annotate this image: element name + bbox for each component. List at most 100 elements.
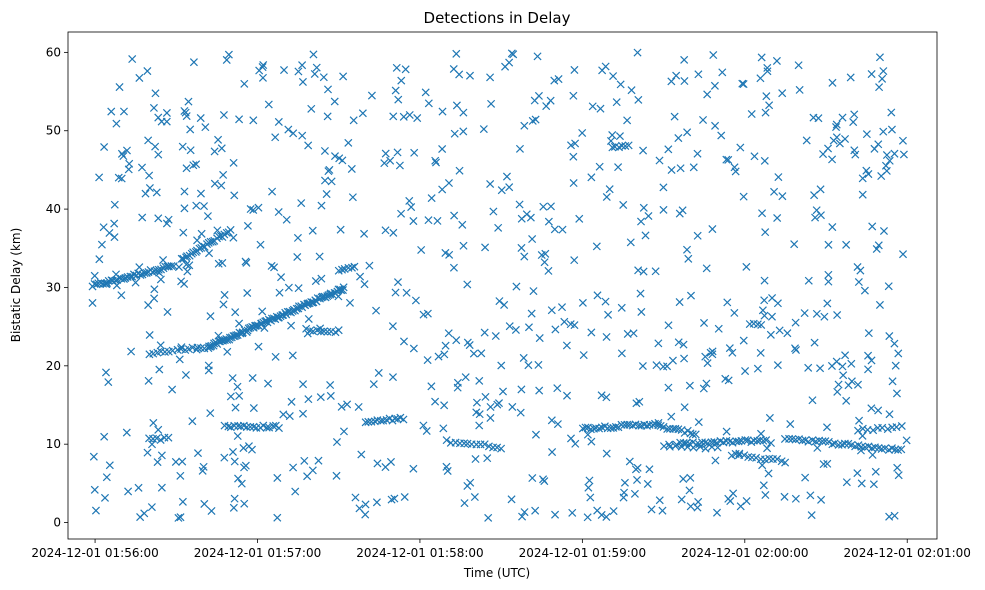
data-point [665,440,674,449]
data-point [327,177,336,186]
data-point [273,513,282,522]
data-point [405,196,414,205]
data-point [858,174,867,183]
data-point [463,280,472,289]
data-point [452,336,461,345]
data-point [347,164,356,173]
data-point [717,131,726,140]
data-point [330,97,339,106]
data-point [753,364,762,373]
data-point [833,387,842,396]
data-point [801,473,810,482]
data-point [519,353,528,362]
data-point [214,331,223,340]
data-point [486,402,495,412]
data-point [151,142,160,151]
data-point [822,423,832,432]
data-point [894,471,903,480]
data-point [135,263,144,272]
data-point [224,50,233,59]
data-point [685,381,694,390]
data-point [91,506,100,515]
data-point [228,447,237,456]
data-point [701,438,710,447]
data-point [471,455,480,464]
data-point [279,66,289,75]
data-point [270,263,279,272]
data-point [711,456,720,465]
data-point [639,146,648,155]
data-point [249,422,258,431]
data-point [150,267,159,276]
data-point [469,349,478,358]
data-point [483,454,492,463]
data-point [587,328,596,337]
data-point [791,494,800,503]
data-point [465,71,475,80]
data-point [808,396,817,405]
data-point [766,439,776,448]
data-point [626,238,635,247]
data-point [481,243,490,252]
data-point [791,318,800,327]
data-point [121,274,130,283]
data-point [631,465,640,474]
data-point [755,436,764,445]
data-point [730,163,739,172]
data-point [795,85,804,94]
data-point [308,466,317,475]
data-point [271,352,280,361]
data-point [651,267,660,276]
data-point [243,221,252,230]
data-point [588,102,597,111]
data-point [230,191,239,200]
y-axis: 0 10 20 30 40 50 60 [46,45,68,530]
data-point [867,70,876,79]
data-point [551,325,560,334]
data-point [566,320,575,329]
data-point [297,199,306,208]
data-point [778,192,787,201]
data-point [709,50,718,60]
data-point [773,455,782,464]
data-point [804,363,813,372]
data-point [124,165,133,174]
data-point [160,347,169,356]
data-point [231,403,240,412]
data-point [298,131,307,140]
data-point [740,451,749,460]
data-point [115,83,124,92]
plot-area-frame [67,31,938,540]
data-point [441,341,450,350]
data-point [764,469,773,478]
data-point [685,486,694,495]
y-tick-label: 50 [46,124,61,138]
data-point [757,320,766,330]
data-point [233,432,242,441]
data-point [381,463,390,472]
data-point [164,215,173,224]
data-point [722,427,731,436]
data-point [583,513,592,522]
data-point [760,156,769,165]
data-point [497,444,506,453]
data-point [226,225,235,234]
data-point [696,442,705,451]
data-point [870,144,879,153]
data-point [320,176,330,185]
data-point [192,201,201,210]
data-point [230,457,239,466]
data-point [781,458,790,467]
data-point [393,148,402,157]
data-point [597,391,606,400]
data-point [569,152,578,161]
x-axis: 2024-12-01 01:56:00 2024-12-01 01:57:00 20… [31,539,971,560]
data-point [394,95,403,104]
data-point [879,127,888,136]
data-point [655,496,664,505]
data-point [182,252,192,261]
data-point [423,356,432,365]
data-point [832,123,841,132]
data-point [150,294,159,303]
data-point [615,132,624,141]
